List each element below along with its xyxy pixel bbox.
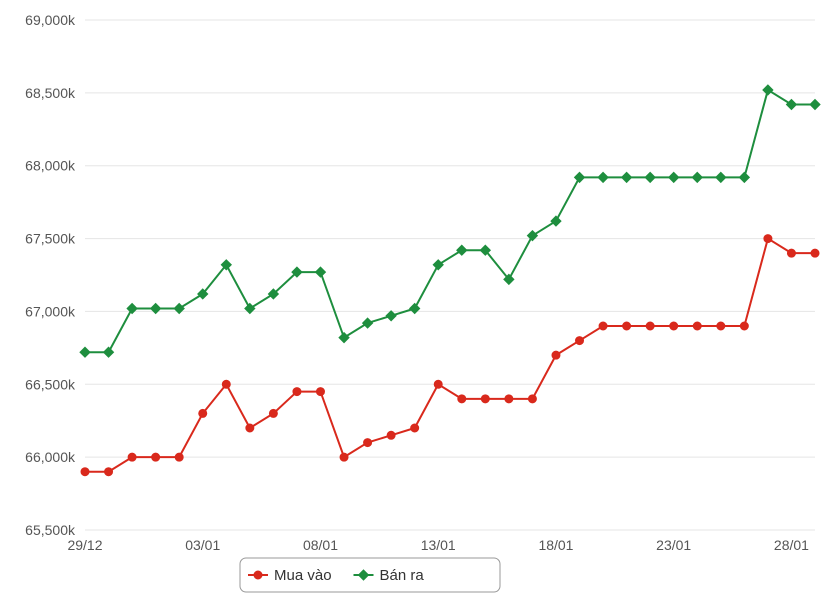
series-marker-ban_ra bbox=[810, 100, 820, 110]
y-axis-tick-label: 66,000k bbox=[25, 449, 76, 465]
series-marker-mua_vao bbox=[623, 322, 631, 330]
series-marker-mua_vao bbox=[105, 468, 113, 476]
series-marker-ban_ra bbox=[527, 231, 537, 241]
x-axis-tick-label: 28/01 bbox=[774, 537, 809, 553]
x-axis-tick-label: 08/01 bbox=[303, 537, 338, 553]
series-marker-ban_ra bbox=[80, 347, 90, 357]
series-marker-mua_vao bbox=[599, 322, 607, 330]
y-axis-tick-label: 69,000k bbox=[25, 12, 76, 28]
series-marker-ban_ra bbox=[739, 172, 749, 182]
series-marker-mua_vao bbox=[293, 388, 301, 396]
legend-swatch-marker bbox=[254, 571, 262, 579]
legend-label: Mua vào bbox=[274, 567, 332, 584]
series-marker-ban_ra bbox=[151, 304, 161, 314]
series-marker-ban_ra bbox=[315, 267, 325, 277]
legend-label: Bán ra bbox=[380, 567, 425, 584]
series-line-ban_ra bbox=[85, 90, 815, 352]
series-marker-mua_vao bbox=[481, 395, 489, 403]
series-marker-mua_vao bbox=[269, 409, 277, 417]
series-marker-mua_vao bbox=[646, 322, 654, 330]
series-marker-ban_ra bbox=[692, 172, 702, 182]
series-line-mua_vao bbox=[85, 239, 815, 472]
series-marker-mua_vao bbox=[128, 453, 136, 461]
series-marker-mua_vao bbox=[152, 453, 160, 461]
series-marker-ban_ra bbox=[339, 333, 349, 343]
chart-canvas: 65,500k 66,000k 66,500k 67,000k 67,500k 68,00… bbox=[0, 0, 827, 607]
series-marker-ban_ra bbox=[457, 245, 467, 255]
series-marker-mua_vao bbox=[246, 424, 254, 432]
series-marker-mua_vao bbox=[411, 424, 419, 432]
series-marker-ban_ra bbox=[575, 172, 585, 182]
series-marker-ban_ra bbox=[104, 347, 114, 357]
series-marker-mua_vao bbox=[811, 249, 819, 257]
series-marker-mua_vao bbox=[458, 395, 466, 403]
series-marker-mua_vao bbox=[81, 468, 89, 476]
x-axis-tick-label: 23/01 bbox=[656, 537, 691, 553]
series-marker-mua_vao bbox=[693, 322, 701, 330]
series-marker-mua_vao bbox=[552, 351, 560, 359]
series-marker-ban_ra bbox=[551, 216, 561, 226]
series-marker-ban_ra bbox=[669, 172, 679, 182]
series-marker-mua_vao bbox=[717, 322, 725, 330]
series-marker-ban_ra bbox=[622, 172, 632, 182]
series-marker-ban_ra bbox=[386, 311, 396, 321]
series-marker-mua_vao bbox=[576, 337, 584, 345]
series-marker-ban_ra bbox=[410, 304, 420, 314]
y-axis-tick-label: 68,000k bbox=[25, 158, 76, 174]
series-marker-mua_vao bbox=[528, 395, 536, 403]
series-marker-mua_vao bbox=[764, 235, 772, 243]
series-marker-mua_vao bbox=[434, 380, 442, 388]
y-axis-tick-label: 67,000k bbox=[25, 303, 76, 319]
series-marker-mua_vao bbox=[787, 249, 795, 257]
series-marker-mua_vao bbox=[740, 322, 748, 330]
y-axis-tick-label: 65,500k bbox=[25, 522, 76, 538]
legend-swatch-marker bbox=[359, 570, 369, 580]
price-chart: 65,500k 66,000k 66,500k 67,000k 67,500k 68,00… bbox=[0, 0, 827, 607]
series-marker-ban_ra bbox=[127, 304, 137, 314]
series-marker-ban_ra bbox=[786, 100, 796, 110]
series-marker-mua_vao bbox=[222, 380, 230, 388]
series-marker-mua_vao bbox=[316, 388, 324, 396]
x-axis-tick-label: 13/01 bbox=[421, 537, 456, 553]
x-axis-tick-label: 18/01 bbox=[538, 537, 573, 553]
series-marker-ban_ra bbox=[363, 318, 373, 328]
series-marker-mua_vao bbox=[364, 439, 372, 447]
y-axis-tick-label: 67,500k bbox=[25, 231, 76, 247]
series-marker-mua_vao bbox=[175, 453, 183, 461]
series-marker-ban_ra bbox=[716, 172, 726, 182]
series-marker-ban_ra bbox=[645, 172, 655, 182]
y-axis-tick-label: 68,500k bbox=[25, 85, 76, 101]
x-axis-tick-label: 29/12 bbox=[67, 537, 102, 553]
series-marker-ban_ra bbox=[174, 304, 184, 314]
series-marker-mua_vao bbox=[199, 409, 207, 417]
series-marker-ban_ra bbox=[433, 260, 443, 270]
series-marker-mua_vao bbox=[340, 453, 348, 461]
series-marker-ban_ra bbox=[763, 85, 773, 95]
series-marker-mua_vao bbox=[670, 322, 678, 330]
series-marker-ban_ra bbox=[245, 304, 255, 314]
series-marker-ban_ra bbox=[598, 172, 608, 182]
series-marker-mua_vao bbox=[505, 395, 513, 403]
y-axis-tick-label: 66,500k bbox=[25, 376, 76, 392]
series-marker-mua_vao bbox=[387, 431, 395, 439]
x-axis-tick-label: 03/01 bbox=[185, 537, 220, 553]
